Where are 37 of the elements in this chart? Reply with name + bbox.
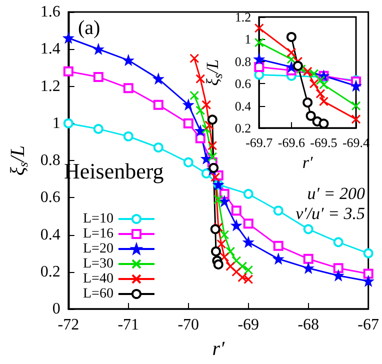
y-axis-title: ξs/L xyxy=(7,145,30,176)
y-tick-label: 1 xyxy=(244,32,252,47)
x-tick-label: -70 xyxy=(178,316,200,334)
x-tick-label: -72 xyxy=(58,316,80,334)
annotation: v′/u′ = 3.5 xyxy=(296,204,366,223)
y-tick-label: 1.4 xyxy=(40,40,60,58)
x-tick-label: -67 xyxy=(358,316,379,334)
y-tick-label: 0.6 xyxy=(234,76,252,92)
y-axis-title: ξs/L xyxy=(203,59,225,86)
legend-label: L=30 xyxy=(82,256,114,272)
annotation: u′ = 200 xyxy=(307,184,366,203)
legend-label: L=10 xyxy=(82,212,114,226)
x-tick-label: -69 xyxy=(238,316,260,334)
y-tick-label: 0.8 xyxy=(40,152,60,169)
x-axis-title: r′ xyxy=(212,338,226,360)
y-tick-label: 0.2 xyxy=(234,120,252,136)
legend-label: L=60 xyxy=(82,286,114,302)
y-tick-label: 0 xyxy=(52,300,60,318)
x-axis-title: r′ xyxy=(302,153,314,172)
y-tick-label: 1.2 xyxy=(234,10,252,24)
x-tick-label: -69.6 xyxy=(278,135,306,150)
y-tick-label: 0.4 xyxy=(40,226,60,244)
y-tick-label: 0.2 xyxy=(40,263,60,280)
y-tick-label: 0.6 xyxy=(40,189,60,206)
x-tick-label: -71 xyxy=(118,316,140,334)
y-tick-label: 1.6 xyxy=(40,4,60,20)
legend-label: L=20 xyxy=(82,242,114,256)
y-tick-label: 1 xyxy=(52,114,60,132)
x-tick-label: -69.7 xyxy=(246,135,274,150)
annotation: (a) xyxy=(78,17,100,39)
y-tick-label: 1.2 xyxy=(40,78,60,95)
y-tick-label: 0.8 xyxy=(234,54,252,69)
legend-label: L=16 xyxy=(82,226,114,242)
legend-label: L=40 xyxy=(82,272,114,286)
y-tick-label: 0.4 xyxy=(234,98,252,114)
x-tick-label: -69.5 xyxy=(310,135,338,150)
x-tick-label: -68 xyxy=(298,316,320,334)
